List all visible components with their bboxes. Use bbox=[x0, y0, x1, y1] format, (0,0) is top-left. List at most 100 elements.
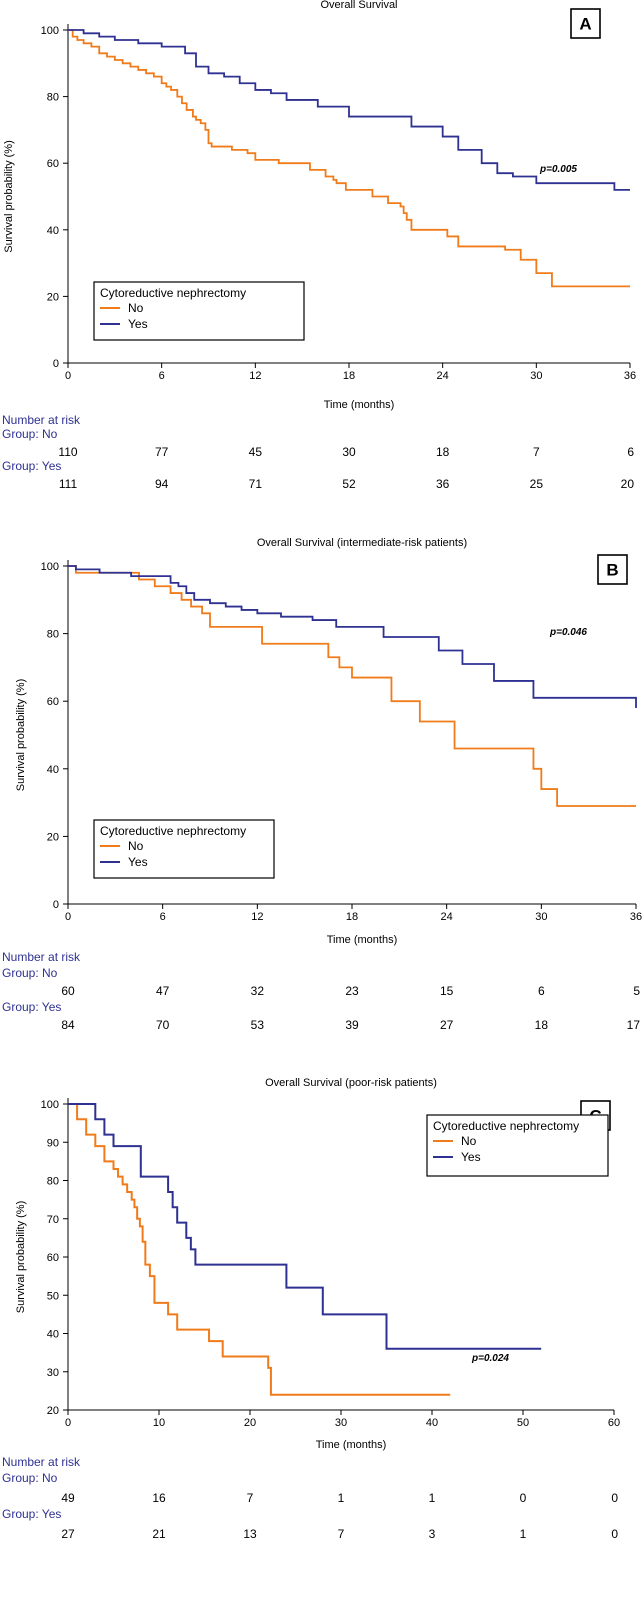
y-axis-label: Survival probability (%) bbox=[3, 140, 15, 252]
panel-a: Overall Survival A 0 20 40 60 80 100 0 6 12 18 24 30 3… bbox=[2, 0, 636, 491]
risk-group-label-no: Group: No bbox=[2, 966, 58, 980]
risk-table-header: Number at risk bbox=[2, 950, 81, 964]
risk-count-no: 32 bbox=[251, 984, 265, 998]
risk-count-yes: 111 bbox=[59, 477, 78, 491]
risk-count-no: 23 bbox=[345, 984, 359, 998]
p-value: p=0.005 bbox=[539, 164, 577, 175]
x-tick-label: 10 bbox=[153, 1417, 165, 1429]
y-tick-label: 0 bbox=[53, 358, 59, 370]
risk-table-header: Number at risk bbox=[2, 413, 81, 427]
risk-count-no: 7 bbox=[247, 1491, 254, 1505]
legend-title: Cytoreductive nephrectomy bbox=[100, 286, 246, 300]
risk-count-yes: 17 bbox=[627, 1018, 641, 1032]
risk-count-no: 49 bbox=[61, 1491, 75, 1505]
chart-title: Overall Survival (intermediate-risk pati… bbox=[257, 537, 467, 549]
y-tick-label: 40 bbox=[47, 225, 59, 237]
y-tick-label: 100 bbox=[41, 561, 59, 573]
risk-count-yes: 25 bbox=[530, 477, 544, 491]
panel-c: Overall Survival (poor-risk patients)C20… bbox=[2, 1077, 620, 1541]
panel-badge-letter: A bbox=[579, 15, 591, 34]
panel-b: Overall Survival (intermediate-risk pati… bbox=[2, 537, 642, 1032]
risk-count-yes: 20 bbox=[621, 477, 635, 491]
y-tick-label: 20 bbox=[47, 831, 59, 843]
x-tick-label: 12 bbox=[249, 370, 261, 382]
panel-badge-box bbox=[570, 8, 601, 39]
risk-count-yes: 39 bbox=[345, 1018, 359, 1032]
x-tick-label: 36 bbox=[630, 911, 642, 923]
risk-count-yes: 3 bbox=[429, 1527, 436, 1541]
risk-count-no: 6 bbox=[538, 984, 545, 998]
chart-title: Overall Survival (poor-risk patients) bbox=[265, 1077, 437, 1089]
y-tick-label: 80 bbox=[47, 629, 59, 641]
legend-box bbox=[426, 1114, 609, 1177]
risk-count-yes: 1 bbox=[520, 1527, 527, 1541]
risk-count-no: 7 bbox=[533, 445, 540, 459]
risk-count-no: 16 bbox=[152, 1491, 166, 1505]
risk-count-yes: 52 bbox=[342, 477, 356, 491]
risk-group-label-yes: Group: Yes bbox=[2, 1000, 61, 1014]
risk-count-no: 0 bbox=[611, 1491, 618, 1505]
risk-count-no: 60 bbox=[61, 984, 75, 998]
x-tick-label: 40 bbox=[426, 1417, 438, 1429]
risk-count-yes: 53 bbox=[251, 1018, 265, 1032]
risk-count-no: 77 bbox=[155, 445, 169, 459]
y-tick-label: 30 bbox=[47, 1367, 59, 1379]
x-tick-label: 50 bbox=[517, 1417, 529, 1429]
risk-count-no: 5 bbox=[633, 984, 640, 998]
x-tick-label: 30 bbox=[535, 911, 547, 923]
panel-badge-box bbox=[597, 554, 628, 585]
y-tick-label: 80 bbox=[47, 92, 59, 104]
legend-title: Cytoreductive nephrectomy bbox=[433, 1119, 579, 1133]
risk-count-no: 0 bbox=[520, 1491, 527, 1505]
risk-count-yes: 21 bbox=[152, 1527, 166, 1541]
legend-label-no: No bbox=[128, 839, 144, 853]
legend-label-yes: Yes bbox=[128, 855, 148, 869]
risk-count-no: 6 bbox=[627, 445, 634, 459]
risk-group-label-yes: Group: Yes bbox=[2, 459, 61, 473]
risk-table-header: Number at risk bbox=[2, 1455, 81, 1469]
risk-count-yes: 70 bbox=[156, 1018, 170, 1032]
y-tick-label: 20 bbox=[47, 1405, 59, 1417]
survival-curve-yes bbox=[68, 565, 637, 708]
legend-label-no: No bbox=[461, 1134, 477, 1148]
x-tick-label: 30 bbox=[335, 1417, 347, 1429]
y-tick-label: 0 bbox=[53, 899, 59, 911]
risk-count-no: 1 bbox=[429, 1491, 436, 1505]
y-axis-label: Survival probability (%) bbox=[15, 679, 27, 791]
risk-group-label-no: Group: No bbox=[2, 1471, 58, 1485]
x-tick-label: 18 bbox=[346, 911, 358, 923]
risk-group-label-yes: Group: Yes bbox=[2, 1507, 61, 1521]
x-tick-label: 60 bbox=[608, 1417, 620, 1429]
y-tick-label: 60 bbox=[47, 1252, 59, 1264]
x-axis-label: Time (months) bbox=[327, 934, 398, 946]
risk-count-yes: 27 bbox=[61, 1527, 75, 1541]
x-tick-label: 0 bbox=[65, 1417, 71, 1429]
x-axis-label: Time (months) bbox=[324, 399, 395, 411]
survival-curve-no bbox=[68, 565, 636, 807]
x-axis-label: Time (months) bbox=[316, 1439, 387, 1451]
survival-curve-yes bbox=[68, 29, 630, 191]
y-axis-label: Survival probability (%) bbox=[15, 1201, 27, 1313]
y-tick-label: 60 bbox=[47, 158, 59, 170]
legend-box bbox=[93, 819, 275, 879]
risk-count-yes: 27 bbox=[440, 1018, 454, 1032]
x-tick-label: 0 bbox=[65, 911, 71, 923]
risk-count-no: 45 bbox=[249, 445, 263, 459]
y-tick-label: 90 bbox=[47, 1137, 59, 1149]
risk-count-yes: 13 bbox=[243, 1527, 257, 1541]
risk-count-no: 47 bbox=[156, 984, 170, 998]
x-tick-label: 20 bbox=[244, 1417, 256, 1429]
y-tick-label: 70 bbox=[47, 1214, 59, 1226]
y-tick-label: 20 bbox=[47, 291, 59, 303]
risk-count-yes: 36 bbox=[436, 477, 450, 491]
y-tick-label: 50 bbox=[47, 1290, 59, 1302]
x-tick-label: 24 bbox=[441, 911, 453, 923]
risk-count-yes: 18 bbox=[535, 1018, 549, 1032]
risk-count-no: 15 bbox=[440, 984, 454, 998]
x-tick-label: 24 bbox=[437, 370, 449, 382]
risk-count-yes: 84 bbox=[61, 1018, 75, 1032]
risk-count-no: 18 bbox=[436, 445, 450, 459]
x-tick-label: 6 bbox=[160, 911, 166, 923]
y-tick-label: 40 bbox=[47, 1329, 59, 1341]
